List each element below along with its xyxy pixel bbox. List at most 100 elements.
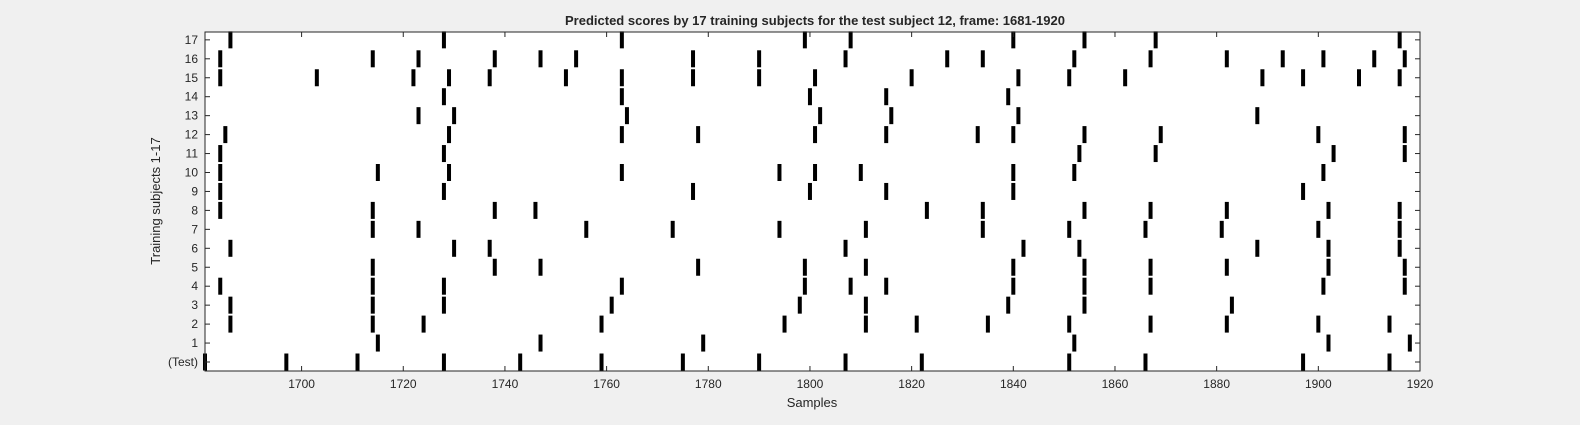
spike-mark: [416, 107, 421, 125]
spike-mark: [1280, 50, 1285, 68]
spike-mark: [813, 126, 818, 144]
spike-mark: [619, 69, 624, 87]
spike-mark: [619, 88, 624, 106]
spike-mark: [538, 334, 543, 352]
spike-mark: [518, 353, 523, 371]
spike-mark: [980, 220, 985, 238]
spike-mark: [370, 201, 375, 219]
spike-mark: [975, 126, 980, 144]
spike-mark: [447, 126, 452, 144]
spike-mark: [691, 182, 696, 200]
spike-mark: [1072, 50, 1077, 68]
spike-mark: [757, 69, 762, 87]
spike-mark: [757, 353, 762, 371]
spike-mark: [802, 31, 807, 49]
spike-mark: [863, 220, 868, 238]
spike-mark: [909, 69, 914, 87]
spike-mark: [1021, 239, 1026, 257]
spike-mark: [1011, 164, 1016, 181]
spike-mark: [1321, 164, 1326, 181]
spike-mark: [1011, 31, 1016, 49]
spike-mark: [1326, 334, 1331, 352]
spike-mark: [863, 296, 868, 314]
spike-mark: [1224, 201, 1229, 219]
x-tick-label: 1760: [593, 377, 620, 391]
spike-mark: [370, 258, 375, 276]
spike-mark: [487, 69, 492, 87]
spike-mark: [863, 315, 868, 333]
spike-mark: [858, 164, 863, 181]
spike-mark: [1387, 315, 1392, 333]
spike-mark: [619, 126, 624, 144]
spike-mark: [843, 239, 848, 257]
spike-mark: [1082, 31, 1087, 49]
spike-mark: [218, 69, 223, 87]
spike-mark: [818, 107, 823, 125]
spike-mark: [1316, 126, 1321, 144]
spike-mark: [691, 50, 696, 68]
spike-mark: [1219, 220, 1224, 238]
spike-mark: [370, 50, 375, 68]
spike-mark: [533, 201, 538, 219]
y-tick-label: 6: [191, 241, 198, 255]
spike-mark: [1326, 239, 1331, 257]
spike-mark: [1301, 69, 1306, 87]
x-axis-label: Samples: [787, 395, 838, 410]
spike-mark: [777, 164, 782, 181]
spike-mark: [1255, 107, 1260, 125]
spike-mark: [924, 201, 929, 219]
spike-mark: [624, 107, 629, 125]
spike-mark: [1158, 126, 1163, 144]
spike-mark: [884, 126, 889, 144]
spike-mark: [355, 353, 360, 371]
spike-mark: [1357, 69, 1361, 87]
spike-mark: [884, 182, 889, 200]
spike-mark: [563, 69, 568, 87]
spike-mark: [416, 50, 421, 68]
spike-mark: [848, 31, 853, 49]
spike-mark: [680, 353, 685, 371]
spike-mark: [574, 50, 579, 68]
spike-mark: [1148, 315, 1153, 333]
spike-mark: [1006, 296, 1011, 314]
spike-mark: [447, 164, 452, 181]
x-tick-label: 1920: [1407, 377, 1434, 391]
y-tick-label: 1: [191, 336, 198, 350]
spike-mark: [375, 334, 380, 352]
spike-marks: [203, 31, 1412, 371]
spike-mark: [1082, 258, 1087, 276]
spike-mark: [1067, 315, 1072, 333]
spike-mark: [452, 239, 457, 257]
spike-mark: [1067, 69, 1072, 87]
spike-mark: [1011, 182, 1016, 200]
spike-mark: [1006, 88, 1011, 106]
spike-mark: [1402, 145, 1407, 163]
x-tick-label: 1840: [1000, 377, 1027, 391]
spike-mark: [218, 164, 223, 181]
spike-mark: [1067, 353, 1072, 371]
spike-mark: [1331, 145, 1336, 163]
spike-mark: [1301, 182, 1306, 200]
y-tick-label: 10: [185, 166, 199, 180]
spike-mark: [492, 50, 497, 68]
spike-mark: [599, 315, 604, 333]
spike-mark: [1072, 334, 1077, 352]
spike-mark: [1143, 353, 1148, 371]
spike-mark: [1153, 145, 1158, 163]
x-tick-label: 1820: [898, 377, 925, 391]
spike-mark: [487, 239, 492, 257]
spike-mark: [1011, 126, 1016, 144]
spike-mark: [1402, 258, 1407, 276]
plot-area: [205, 32, 1420, 371]
spike-mark: [1316, 315, 1321, 333]
spike-mark: [411, 69, 416, 87]
x-tick-label: 1720: [390, 377, 417, 391]
spike-mark: [863, 258, 868, 276]
spike-mark: [441, 145, 446, 163]
spike-mark: [452, 107, 457, 125]
spike-mark: [218, 145, 223, 163]
spike-mark: [492, 201, 497, 219]
spike-mark: [284, 353, 289, 371]
